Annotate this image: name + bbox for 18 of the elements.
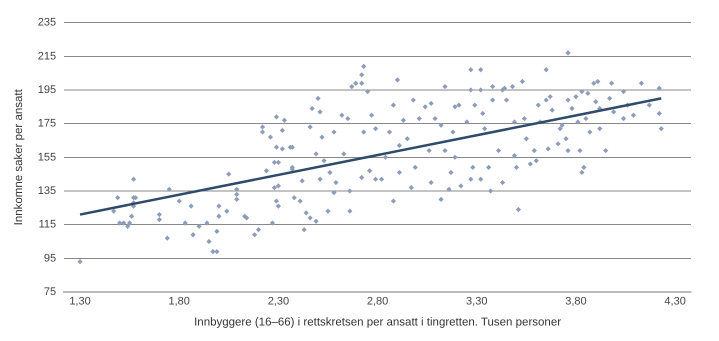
y-axis-title: Innkomne saker per ansatt: [13, 88, 26, 226]
y-tick-label: 215: [38, 50, 56, 62]
y-tick-label: 155: [38, 151, 56, 164]
x-tick-label: 4,30: [664, 296, 686, 308]
y-tick-label: 75: [44, 286, 56, 298]
x-axis-title: Innbyggere (16–66) i rettskretsen per ansatt i tingretten. Tusen personer: [194, 316, 562, 328]
y-tick-label: 175: [38, 118, 56, 130]
x-tick-label: 3,80: [565, 296, 587, 308]
x-tick-label: 1,80: [168, 296, 190, 308]
x-tick-label: 2,80: [366, 296, 388, 308]
x-tick-label: 1,30: [69, 296, 91, 308]
y-tick-label: 115: [38, 218, 56, 231]
y-tick-label: 235: [38, 16, 56, 29]
x-tick-label: 3,30: [466, 296, 488, 308]
y-tick-label: 195: [38, 84, 56, 96]
x-tick-label: 2,30: [268, 296, 290, 308]
y-tick-label: 135: [38, 185, 56, 198]
y-tick-label: 95: [44, 252, 56, 264]
